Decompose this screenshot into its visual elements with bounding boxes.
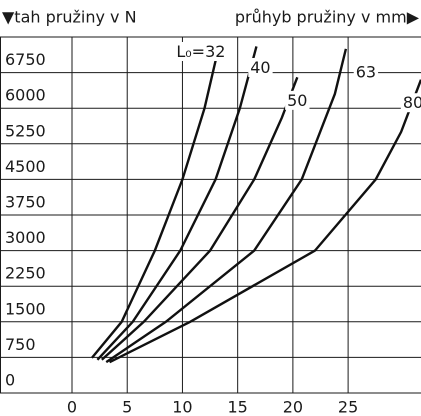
x-tick-label: 25 — [338, 398, 358, 416]
series-label-bg — [248, 57, 273, 77]
series-label: 80 — [403, 93, 421, 112]
y-tick-label: 6000 — [5, 86, 46, 105]
series-label-bg — [174, 41, 228, 61]
y-tick-label: 6750 — [5, 50, 46, 69]
curve — [109, 79, 421, 364]
curve — [90, 46, 221, 359]
series-label: 50 — [287, 91, 307, 110]
y-tick-label: 3000 — [5, 228, 46, 247]
y-axis-label: ▼tah pružiny v N — [2, 8, 137, 27]
x-axis-label: průhyb pružiny v mm▶ — [235, 8, 420, 27]
y-tick-label: 4500 — [5, 157, 46, 176]
series-label-bg — [285, 90, 310, 110]
series-label: 40 — [250, 58, 270, 77]
x-tick-label: 20 — [283, 398, 303, 416]
curve — [105, 48, 348, 364]
y-tick-label: 2250 — [5, 264, 46, 283]
y-tick-label: 750 — [5, 335, 36, 354]
y-tick-label: 5250 — [5, 121, 46, 140]
series-label-bg — [353, 62, 379, 82]
series-label-bg — [400, 93, 421, 113]
y-tick-label: 1500 — [5, 299, 46, 318]
x-tick-label: 10 — [172, 398, 192, 416]
y-tick-label: 3750 — [5, 193, 46, 212]
curve — [96, 46, 258, 361]
x-tick-label: 5 — [122, 398, 132, 416]
curve — [101, 76, 299, 361]
x-tick-label: 0 — [67, 398, 77, 416]
y-tick-label: 0 — [5, 371, 15, 390]
series-label: L₀=32 — [176, 42, 225, 61]
x-tick-label: 15 — [227, 398, 247, 416]
series-label: 63 — [356, 62, 376, 81]
